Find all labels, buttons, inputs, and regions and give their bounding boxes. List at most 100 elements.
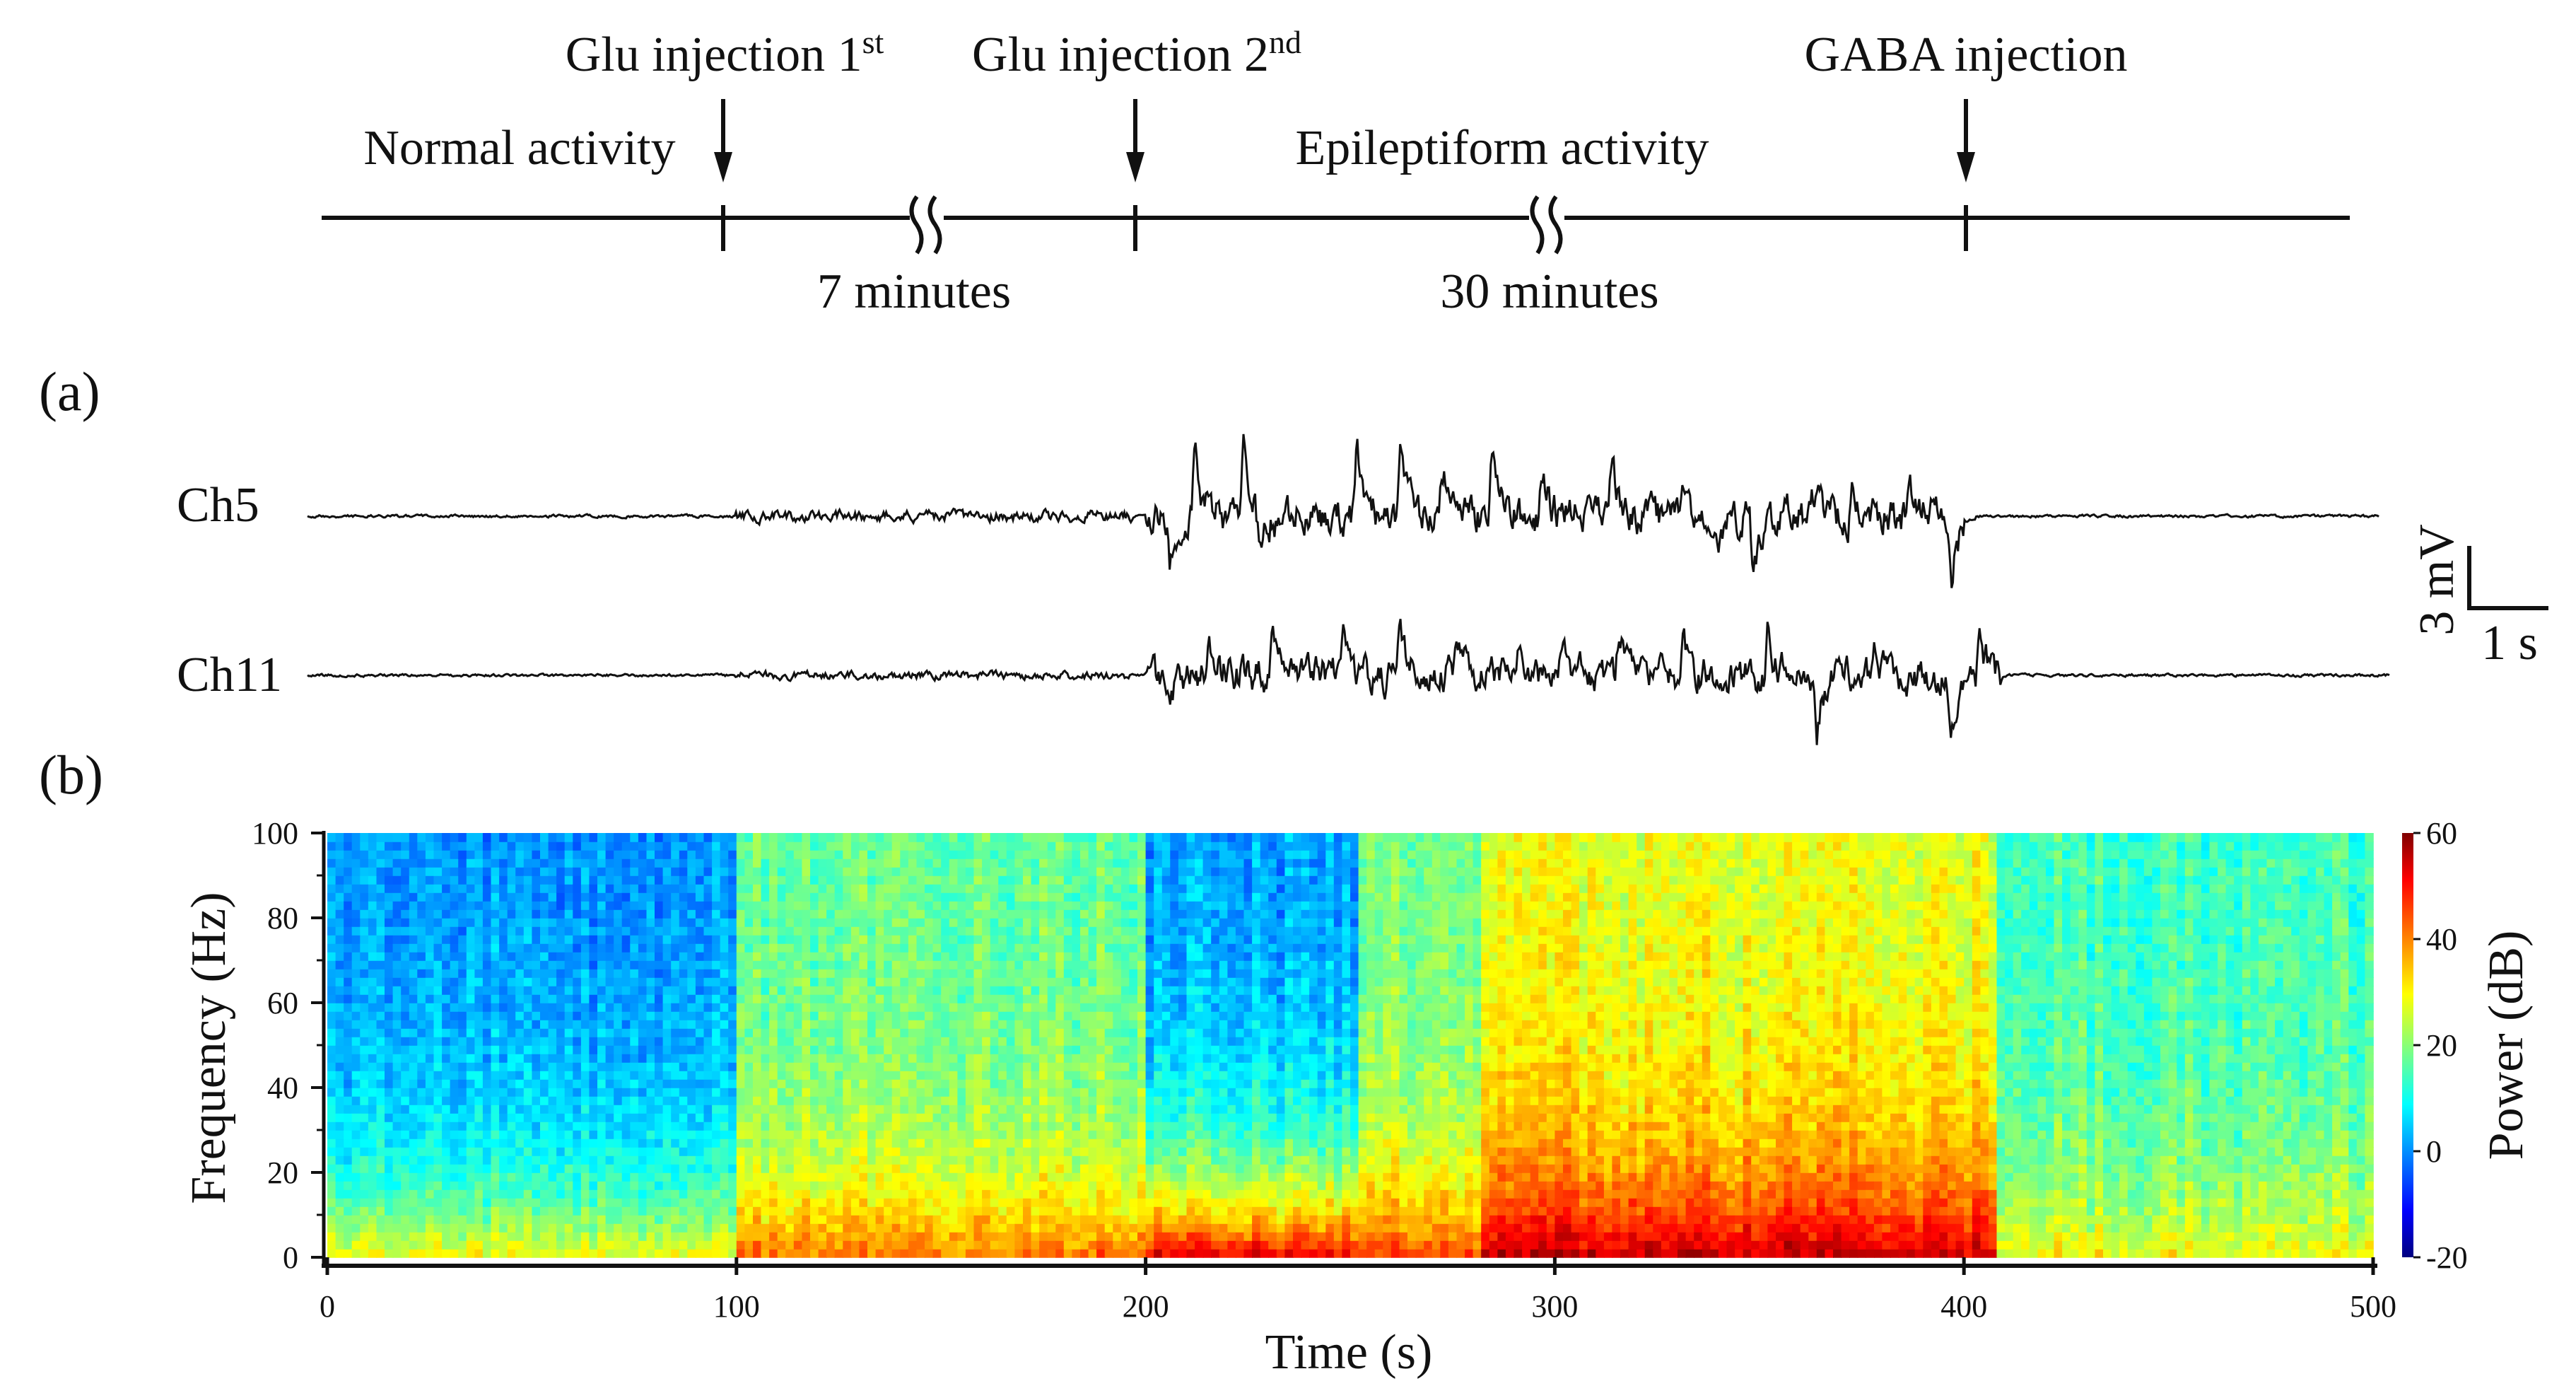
spectrogram-cell bbox=[1104, 960, 1114, 969]
spectrogram-cell bbox=[1113, 858, 1122, 868]
spectrogram-cell bbox=[1031, 1215, 1040, 1224]
spectrogram-cell bbox=[630, 884, 639, 893]
spectrogram-cell bbox=[949, 1198, 959, 1207]
spectrogram-cell bbox=[1014, 943, 1024, 953]
spectrogram-cell bbox=[671, 943, 680, 953]
spectrogram-cell bbox=[925, 977, 934, 986]
spectrogram-cell bbox=[998, 1122, 1007, 1131]
spectrogram-cell bbox=[769, 952, 778, 961]
spectrogram-cell bbox=[540, 918, 549, 927]
spectrogram-cell bbox=[736, 926, 746, 936]
spectrogram-cell bbox=[982, 1020, 991, 1029]
spectrogram-cell bbox=[753, 926, 762, 936]
spectrogram-cell bbox=[703, 833, 713, 842]
spectrogram-cell bbox=[491, 943, 500, 953]
spectrogram-cell bbox=[482, 1172, 492, 1182]
spectrogram-cell bbox=[327, 1028, 336, 1037]
spectrogram-cell bbox=[850, 1037, 860, 1046]
spectrogram-cell bbox=[793, 926, 803, 936]
spectrogram-cell bbox=[1072, 977, 1081, 986]
spectrogram-cell bbox=[646, 1122, 655, 1131]
spectrogram-cell bbox=[687, 1172, 696, 1182]
spectrogram-cell bbox=[351, 875, 361, 885]
spectrogram-cell bbox=[1031, 841, 1040, 851]
spectrogram-cell bbox=[671, 1206, 680, 1216]
spectrogram-cell bbox=[646, 875, 655, 885]
spectrogram-cell bbox=[614, 909, 623, 919]
spectrogram-cell bbox=[941, 1003, 950, 1012]
spectrogram-cell bbox=[638, 994, 648, 1003]
spectrogram-cell bbox=[818, 833, 827, 842]
spectrogram-cell bbox=[859, 1011, 868, 1020]
spectrogram-cell bbox=[1014, 977, 1024, 986]
spectrogram-cell bbox=[712, 1155, 721, 1165]
spectrogram-cell bbox=[392, 969, 402, 978]
spectrogram-cell bbox=[327, 1147, 336, 1156]
spectrogram-cell bbox=[744, 1189, 754, 1199]
spectrogram-cell bbox=[466, 952, 476, 961]
spectrogram-cell bbox=[401, 1181, 410, 1190]
spectrogram-cell bbox=[474, 1003, 484, 1012]
spectrogram-cell bbox=[802, 1223, 811, 1233]
spectrogram-cell bbox=[630, 952, 639, 961]
spectrogram-cell bbox=[655, 901, 664, 910]
spectrogram-cell bbox=[466, 909, 476, 919]
spectrogram-cell bbox=[891, 1079, 901, 1088]
spectrogram-cell bbox=[1113, 986, 1122, 995]
spectrogram-cell bbox=[884, 994, 893, 1003]
spectrogram-cell bbox=[695, 1105, 705, 1114]
spectrogram-cell bbox=[491, 1249, 500, 1258]
spectrogram-cell bbox=[466, 969, 476, 978]
spectrogram-cell bbox=[344, 1122, 353, 1131]
spectrogram-cell bbox=[335, 867, 344, 876]
spectrogram-cell bbox=[850, 1240, 860, 1250]
spectrogram-cell bbox=[335, 918, 344, 927]
spectrogram-cell bbox=[662, 1206, 672, 1216]
spectrogram-cell bbox=[1006, 1206, 1016, 1216]
spectrogram-cell bbox=[425, 901, 435, 910]
spectrogram-cell bbox=[1039, 977, 1048, 986]
spectrogram-cell bbox=[425, 918, 435, 927]
spectrogram-cell bbox=[720, 1088, 729, 1097]
spectrogram-cell bbox=[360, 1147, 369, 1156]
spectrogram-cell bbox=[376, 833, 385, 842]
spectrogram-cell bbox=[1113, 960, 1122, 969]
spectrogram-cell bbox=[671, 1198, 680, 1207]
spectrogram-cell bbox=[368, 1096, 377, 1105]
spectrogram-cell bbox=[1096, 1215, 1106, 1224]
spectrogram-cell bbox=[925, 850, 934, 859]
spectrogram-cell bbox=[548, 841, 557, 851]
spectrogram-cell bbox=[761, 1206, 770, 1216]
spectrogram-cell bbox=[621, 867, 631, 876]
spectrogram-cell bbox=[564, 892, 574, 902]
spectrogram-cell bbox=[433, 892, 443, 902]
spectrogram-cell bbox=[769, 1223, 778, 1233]
spectrogram-cell bbox=[1072, 1011, 1081, 1020]
spectrogram-cell bbox=[982, 935, 991, 944]
spectrogram-cell bbox=[1039, 909, 1048, 919]
spectrogram-cell bbox=[1031, 994, 1040, 1003]
spectrogram-cell bbox=[761, 884, 770, 893]
spectrogram-cell bbox=[891, 1147, 901, 1156]
spectrogram-cell bbox=[1063, 1122, 1073, 1131]
spectrogram-cell bbox=[777, 841, 787, 851]
spectrogram-cell bbox=[744, 1079, 754, 1088]
spectrogram-cell bbox=[417, 1164, 426, 1173]
spectrogram-cell bbox=[744, 858, 754, 868]
gaba-injection-label: GABA injection bbox=[1805, 28, 2128, 82]
spectrogram-cell bbox=[818, 935, 827, 944]
spectrogram-cell bbox=[433, 1113, 443, 1122]
spectrogram-cell bbox=[867, 875, 877, 885]
spectrogram-cell bbox=[1104, 1062, 1114, 1071]
spectrogram-cell bbox=[679, 1240, 689, 1250]
spectrogram-cell bbox=[712, 1130, 721, 1139]
spectrogram-cell bbox=[785, 850, 795, 859]
spectrogram-cell bbox=[900, 943, 909, 953]
spectrogram-cell bbox=[474, 1088, 484, 1097]
spectrogram-cell bbox=[850, 1198, 860, 1207]
spectrogram-cell bbox=[925, 1232, 934, 1241]
spectrogram-cell bbox=[925, 1122, 934, 1131]
spectrogram-cell bbox=[703, 918, 713, 927]
spectrogram-cell bbox=[859, 1096, 868, 1105]
spectrogram-cell bbox=[580, 1088, 590, 1097]
